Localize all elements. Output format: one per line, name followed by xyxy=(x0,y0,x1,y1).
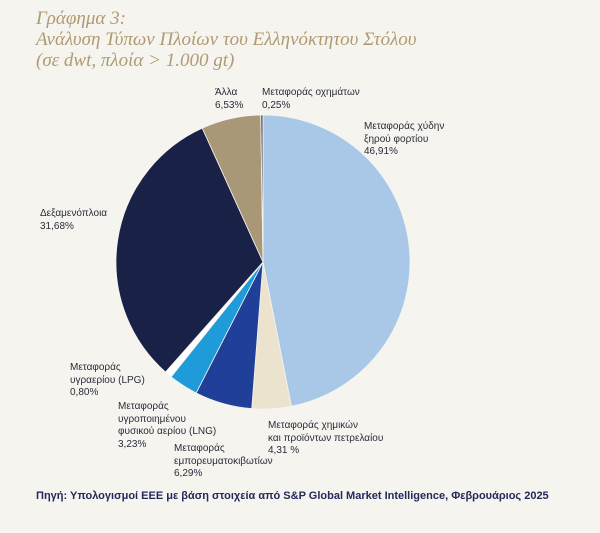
chart-title: Γράφημα 3: Ανάλυση Τύπων Πλοίων του Ελλη… xyxy=(36,8,417,71)
label-lng-line-2: υγροποιημένου xyxy=(118,413,186,425)
label-dry-bulk-line-1: Μεταφοράς χύδην xyxy=(364,121,445,132)
label-dry-bulk: Μεταφοράς χύδην ξηρού φορτίου 46,91% xyxy=(364,121,444,159)
source-note: Πηγή: Υπολογισμοί ΕΕΕ με βάση στοιχεία α… xyxy=(36,490,549,502)
label-lng-line-1: Μεταφοράς xyxy=(118,401,169,412)
label-dry-bulk-line-2: ξηρού φορτίου xyxy=(364,133,429,145)
label-tankers-value: 31,68% xyxy=(40,220,74,232)
label-tankers-line-1: Δεξαμενόπλοια xyxy=(40,208,108,219)
title-line-2: Ανάλυση Τύπων Πλοίων του Ελληνόκτητου Στ… xyxy=(36,29,417,50)
pie-slice-5 xyxy=(115,127,264,373)
label-chemicals-value: 4,31 % xyxy=(268,445,300,456)
label-containers-line-1: Μεταφοράς xyxy=(174,443,225,454)
label-vehicles-line-1: Μεταφοράς οχημάτων xyxy=(262,87,360,98)
pie-slice-0 xyxy=(262,114,411,407)
label-vehicles: Μεταφοράς οχημάτων 0,25% xyxy=(262,87,360,112)
label-containers-value: 6,29% xyxy=(174,468,203,479)
label-lng-value: 3,23% xyxy=(118,438,147,450)
pie-slice-7 xyxy=(260,114,264,263)
label-other-value: 6,53% xyxy=(215,99,244,111)
label-containers: Μεταφοράς εμπορευματοκιβωτίων 6,29% xyxy=(174,443,273,481)
label-dry-bulk-value: 46,91% xyxy=(364,146,398,157)
label-lpg: Μεταφοράς υγραερίου (LPG) 0,80% xyxy=(70,362,145,400)
label-other: Άλλα 6,53% xyxy=(215,87,243,112)
label-chemicals-line-1: Μεταφοράς χημικών xyxy=(268,420,358,431)
label-tankers: Δεξαμενόπλοια 31,68% xyxy=(40,208,107,233)
label-containers-line-2: εμπορευματοκιβωτίων xyxy=(174,455,273,467)
label-lpg-line-2: υγραερίου (LPG) xyxy=(70,374,145,386)
label-chemicals-line-2: και προϊόντων πετρελαίου xyxy=(268,432,384,444)
title-line-3: (σε dwt, πλοία > 1.000 gt) xyxy=(36,50,235,71)
label-lpg-line-1: Μεταφοράς xyxy=(70,362,121,373)
label-lng: Μεταφοράς υγροποιημένου φυσικού αερίου (… xyxy=(118,401,216,451)
label-vehicles-value: 0,25% xyxy=(262,99,291,111)
label-lpg-value: 0,80% xyxy=(70,387,99,398)
label-lng-line-3: φυσικού αερίου (LNG) xyxy=(118,426,217,437)
label-chemicals: Μεταφοράς χημικών και προϊόντων πετρελαί… xyxy=(268,420,383,458)
title-line-1: Γράφημα 3: xyxy=(36,8,126,29)
label-other-line-1: Άλλα xyxy=(215,87,238,98)
